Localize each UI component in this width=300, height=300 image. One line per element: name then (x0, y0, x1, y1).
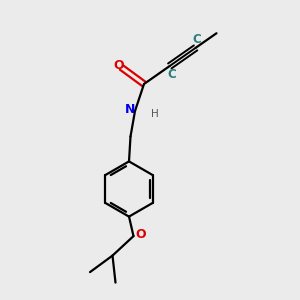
Text: O: O (136, 228, 146, 241)
Text: O: O (113, 58, 124, 72)
Text: N: N (124, 103, 135, 116)
Text: C: C (193, 33, 202, 46)
Text: C: C (167, 68, 176, 81)
Text: H: H (151, 109, 158, 119)
